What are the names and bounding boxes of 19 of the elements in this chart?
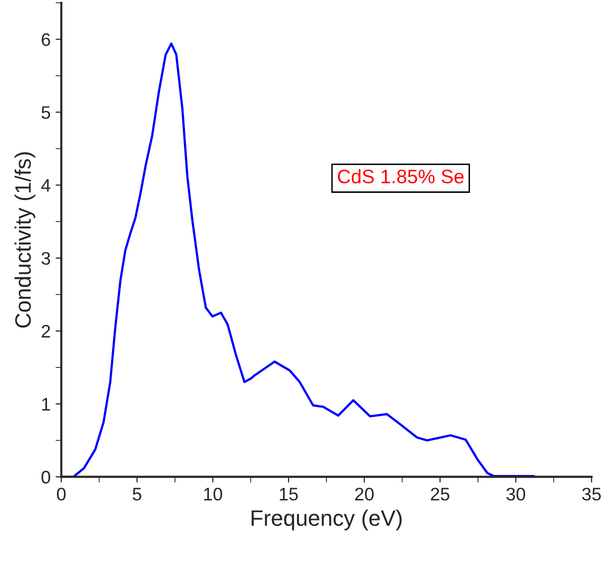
y-tick-label: 5 (42, 106, 50, 119)
y-tick-label: 1 (42, 398, 50, 410)
line-series (61, 42, 536, 477)
x-tick-label: 0 (56, 488, 66, 501)
annotation: CdS 1.85% Se (338, 169, 464, 184)
x-axis-title: Frequency (eV) (252, 510, 402, 530)
x-tick-label: 30 (506, 488, 526, 501)
x-tick-label: 20 (355, 488, 374, 501)
x-tick-label: 10 (204, 488, 222, 501)
x-tick-label: 5 (132, 488, 142, 501)
y-tick-label: 4 (41, 179, 50, 192)
y-axis-title: Conductivity (1/fs) (14, 152, 36, 328)
x-tick-label: 15 (280, 488, 298, 501)
x-tick-label: 25 (430, 488, 450, 501)
y-tick-label: 6 (42, 33, 50, 46)
x-tick-label: 35 (582, 488, 601, 501)
y-tick-label: 2 (42, 324, 50, 338)
y-tick-label: 0 (42, 470, 50, 484)
y-tick-label: 3 (42, 252, 50, 265)
